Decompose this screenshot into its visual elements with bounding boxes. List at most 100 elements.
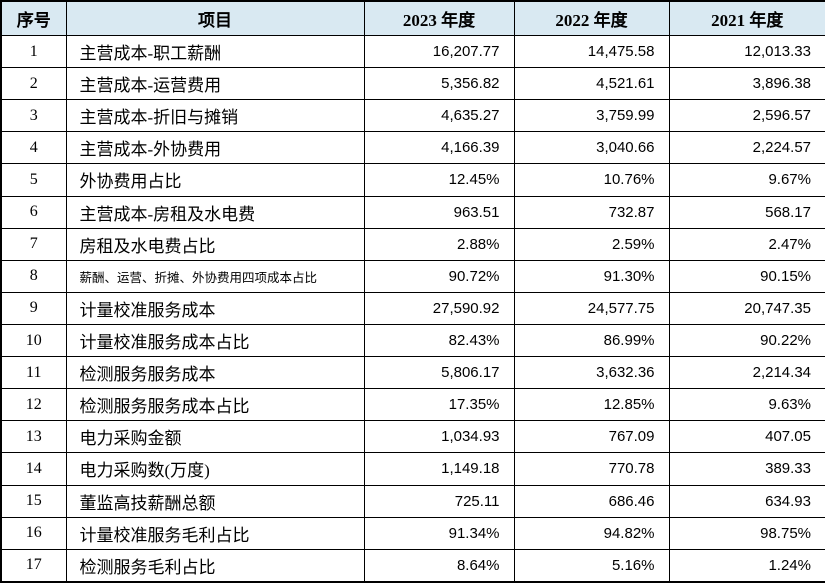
table-body: 1 主营成本-职工薪酬 16,207.77 14,475.58 12,013.33 2 主营… [0, 34, 825, 583]
cell-2021: 407.05 [668, 420, 825, 454]
column-header-2021: 2021 年度 [668, 0, 825, 36]
cell-serial: 2 [0, 67, 67, 101]
table-row: 3 主营成本-折旧与摊销 4,635.27 3,759.99 2,596.57 [0, 99, 825, 133]
cell-item: 主营成本-运营费用 [65, 67, 365, 101]
cell-2022: 91.30% [513, 259, 670, 293]
cell-2021: 2.47% [668, 227, 825, 261]
cell-2022: 12.85% [513, 388, 670, 422]
table-row: 13 电力采购金额 1,034.93 767.09 407.05 [0, 420, 825, 454]
cell-serial: 3 [0, 99, 67, 133]
cell-2023: 82.43% [363, 323, 515, 358]
cell-2022: 3,040.66 [513, 131, 670, 165]
cell-item: 主营成本-职工薪酬 [65, 34, 365, 69]
table-row: 6 主营成本-房租及水电费 963.51 732.87 568.17 [0, 195, 825, 229]
cell-serial: 10 [0, 323, 67, 358]
table-row: 17 检测服务毛利占比 8.64% 5.16% 1.24% [0, 548, 825, 583]
cell-serial: 16 [0, 516, 67, 550]
cell-2022: 24,577.75 [513, 291, 670, 325]
cell-item: 检测服务服务成本 [65, 356, 365, 390]
cell-2022: 686.46 [513, 484, 670, 518]
cell-item: 主营成本-房租及水电费 [65, 195, 365, 229]
cell-serial: 5 [0, 163, 67, 197]
cell-item: 外协费用占比 [65, 163, 365, 197]
cell-2021: 2,596.57 [668, 99, 825, 133]
cell-item: 董监高技薪酬总额 [65, 484, 365, 518]
cell-serial: 17 [0, 548, 67, 583]
cell-serial: 13 [0, 420, 67, 454]
cell-serial: 15 [0, 484, 67, 518]
cell-item: 房租及水电费占比 [65, 227, 365, 261]
table-row: 14 电力采购数(万度) 1,149.18 770.78 389.33 [0, 452, 825, 486]
cell-2023: 5,356.82 [363, 67, 515, 101]
cell-serial: 4 [0, 131, 67, 165]
table-row: 5 外协费用占比 12.45% 10.76% 9.67% [0, 163, 825, 197]
table-row: 7 房租及水电费占比 2.88% 2.59% 2.47% [0, 227, 825, 261]
table-row: 8 薪酬、运营、折摊、外协费用四项成本占比 90.72% 91.30% 90.15% [0, 259, 825, 293]
cell-2021: 98.75% [668, 516, 825, 550]
cell-2021: 634.93 [668, 484, 825, 518]
cell-2023: 5,806.17 [363, 356, 515, 390]
cell-2022: 770.78 [513, 452, 670, 486]
table-row: 10 计量校准服务成本占比 82.43% 86.99% 90.22% [0, 323, 825, 358]
cell-2021: 389.33 [668, 452, 825, 486]
cell-2021: 90.15% [668, 259, 825, 293]
cell-2021: 9.67% [668, 163, 825, 197]
cell-2022: 14,475.58 [513, 34, 670, 69]
cell-2023: 91.34% [363, 516, 515, 550]
cell-item: 检测服务毛利占比 [65, 548, 365, 583]
table-row: 15 董监高技薪酬总额 725.11 686.46 634.93 [0, 484, 825, 518]
cell-serial: 7 [0, 227, 67, 261]
column-header-serial: 序号 [0, 0, 67, 36]
cell-2021: 1.24% [668, 548, 825, 583]
cell-serial: 11 [0, 356, 67, 390]
cell-2023: 12.45% [363, 163, 515, 197]
cell-2023: 8.64% [363, 548, 515, 583]
cell-2023: 17.35% [363, 388, 515, 422]
cell-item: 计量校准服务成本占比 [65, 323, 365, 358]
table-row: 1 主营成本-职工薪酬 16,207.77 14,475.58 12,013.33 [0, 34, 825, 69]
cell-2023: 90.72% [363, 259, 515, 293]
cell-2022: 3,759.99 [513, 99, 670, 133]
column-header-item: 项目 [65, 0, 365, 36]
table-row: 11 检测服务服务成本 5,806.17 3,632.36 2,214.34 [0, 356, 825, 390]
cell-item: 电力采购金额 [65, 420, 365, 454]
cell-serial: 12 [0, 388, 67, 422]
cell-item: 主营成本-折旧与摊销 [65, 99, 365, 133]
header-row: 序号 项目 2023 年度 2022 年度 2021 年度 [0, 0, 825, 36]
cell-2021: 568.17 [668, 195, 825, 229]
cell-2023: 963.51 [363, 195, 515, 229]
table-row: 16 计量校准服务毛利占比 91.34% 94.82% 98.75% [0, 516, 825, 550]
cell-2023: 725.11 [363, 484, 515, 518]
cell-serial: 8 [0, 259, 67, 293]
cell-2021: 90.22% [668, 323, 825, 358]
cell-2022: 94.82% [513, 516, 670, 550]
cell-2023: 16,207.77 [363, 34, 515, 69]
cell-serial: 14 [0, 452, 67, 486]
cell-2023: 4,635.27 [363, 99, 515, 133]
cell-2023: 1,149.18 [363, 452, 515, 486]
cell-2021: 20,747.35 [668, 291, 825, 325]
cell-serial: 9 [0, 291, 67, 325]
cell-2021: 9.63% [668, 388, 825, 422]
cell-2021: 2,214.34 [668, 356, 825, 390]
table-row: 2 主营成本-运营费用 5,356.82 4,521.61 3,896.38 [0, 67, 825, 101]
cell-2022: 3,632.36 [513, 356, 670, 390]
cell-2022: 5.16% [513, 548, 670, 583]
table-row: 9 计量校准服务成本 27,590.92 24,577.75 20,747.35 [0, 291, 825, 325]
column-header-2022: 2022 年度 [513, 0, 670, 36]
cell-2023: 2.88% [363, 227, 515, 261]
cell-serial: 1 [0, 34, 67, 69]
cell-2022: 10.76% [513, 163, 670, 197]
cell-2022: 86.99% [513, 323, 670, 358]
cell-2021: 12,013.33 [668, 34, 825, 69]
cell-item: 薪酬、运营、折摊、外协费用四项成本占比 [65, 259, 365, 293]
cell-2023: 4,166.39 [363, 131, 515, 165]
table-row: 12 检测服务服务成本占比 17.35% 12.85% 9.63% [0, 388, 825, 422]
cell-2023: 27,590.92 [363, 291, 515, 325]
cell-item: 主营成本-外协费用 [65, 131, 365, 165]
cell-2021: 3,896.38 [668, 67, 825, 101]
cell-serial: 6 [0, 195, 67, 229]
table-row: 4 主营成本-外协费用 4,166.39 3,040.66 2,224.57 [0, 131, 825, 165]
cell-item: 电力采购数(万度) [65, 452, 365, 486]
